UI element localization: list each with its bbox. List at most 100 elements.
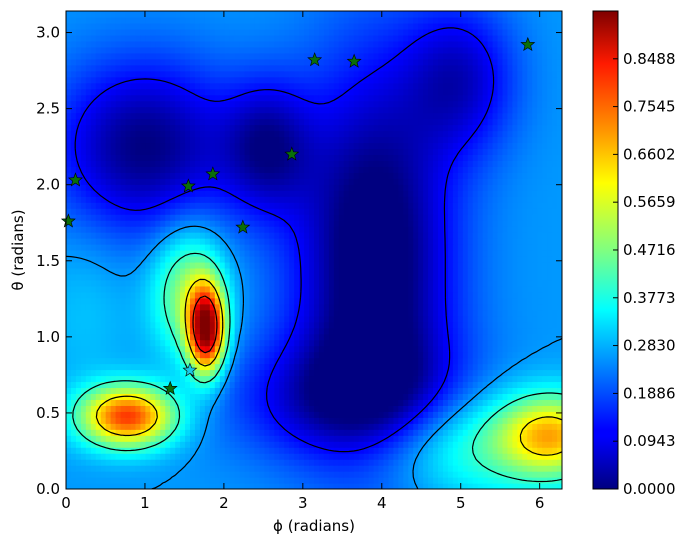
heatmap-cell	[234, 435, 241, 442]
heatmap-cell	[234, 399, 241, 406]
heatmap-cell	[442, 238, 449, 245]
heatmap-cell	[383, 255, 389, 263]
heatmap-cell	[289, 279, 295, 287]
heatmap-cell	[135, 327, 141, 335]
heatmap-cell	[199, 447, 206, 454]
heatmap-cell	[170, 405, 176, 412]
heatmap-cell	[438, 273, 444, 281]
heatmap-cell	[542, 279, 548, 287]
heatmap-cell	[398, 381, 404, 389]
heatmap-cell	[155, 285, 161, 293]
heatmap-cell	[194, 327, 201, 335]
heatmap-cell	[433, 202, 439, 209]
heatmap-cell	[393, 327, 399, 335]
heatmap-cell	[120, 279, 127, 287]
heatmap-cell	[224, 250, 231, 257]
heatmap-cell	[259, 244, 265, 251]
heatmap-cell	[507, 273, 513, 281]
heatmap-cell	[95, 202, 102, 209]
heatmap-cell	[289, 381, 295, 389]
heatmap-cell	[279, 327, 285, 335]
heatmap-cell	[150, 190, 156, 197]
heatmap-cell	[552, 220, 558, 227]
heatmap-cell	[557, 291, 562, 299]
heatmap-cell	[333, 387, 340, 394]
heatmap-cell	[289, 453, 295, 460]
heatmap-cell	[447, 393, 454, 400]
heatmap-cell	[269, 202, 275, 209]
heatmap-cell	[284, 381, 290, 389]
heatmap-cell	[150, 333, 156, 341]
heatmap-cell	[269, 453, 275, 460]
heatmap-cell	[467, 333, 474, 341]
heatmap-cell	[502, 375, 509, 383]
heatmap-cell	[244, 465, 251, 472]
heatmap-cell	[333, 291, 340, 299]
heatmap-cell	[254, 375, 261, 383]
heatmap-cell	[497, 196, 504, 203]
heatmap-cell	[522, 327, 528, 335]
heatmap-cell	[522, 441, 528, 448]
heatmap-cell	[482, 357, 489, 365]
heatmap-cell	[487, 261, 494, 269]
heatmap-cell	[532, 190, 538, 197]
heatmap-cell	[552, 315, 558, 323]
heatmap-cell	[542, 345, 548, 353]
heatmap-cell	[358, 375, 365, 383]
heatmap-cell	[482, 238, 489, 245]
heatmap-cell	[85, 214, 92, 221]
heatmap-cell	[403, 208, 409, 215]
heatmap-cell	[66, 363, 72, 371]
heatmap-cell	[512, 208, 518, 215]
heatmap-cell	[487, 255, 494, 263]
heatmap-cell	[234, 465, 241, 472]
heatmap-cell	[264, 357, 270, 365]
heatmap-cell	[388, 309, 394, 317]
heatmap-cell	[323, 327, 330, 335]
heatmap-cell	[542, 214, 548, 221]
heatmap-cell	[333, 339, 340, 347]
heatmap-cell	[249, 285, 256, 293]
heatmap-cell	[452, 297, 459, 305]
heatmap-cell	[413, 423, 419, 430]
heatmap-cell	[100, 303, 107, 311]
heatmap-cell	[199, 261, 206, 269]
heatmap-cell	[433, 285, 439, 293]
heatmap-cell	[442, 423, 449, 430]
heatmap-cell	[204, 411, 211, 418]
heatmap-cell	[125, 381, 132, 389]
heatmap-cell	[274, 226, 280, 233]
heatmap-cell	[433, 208, 439, 215]
heatmap-cell	[80, 399, 87, 406]
heatmap-cell	[487, 339, 494, 347]
heatmap-cell	[472, 273, 479, 281]
heatmap-cell	[274, 393, 280, 400]
heatmap-cell	[333, 190, 340, 197]
heatmap-cell	[353, 471, 360, 478]
heatmap-cell	[75, 309, 82, 317]
heatmap-cell	[378, 381, 385, 389]
heatmap-cell	[140, 453, 146, 460]
heatmap-cell	[328, 375, 335, 383]
heatmap-cell	[542, 238, 548, 245]
heatmap-cell	[537, 285, 543, 293]
heatmap-cell	[442, 399, 449, 406]
heatmap-cell	[318, 327, 325, 335]
heatmap-cell	[304, 333, 310, 341]
heatmap-cell	[204, 375, 211, 383]
heatmap-cell	[428, 309, 434, 317]
heatmap-cell	[209, 220, 216, 227]
heatmap-cell	[70, 375, 77, 383]
heatmap-cell	[66, 315, 72, 323]
heatmap-cell	[90, 393, 97, 400]
heatmap-cell	[110, 315, 117, 323]
heatmap-cell	[373, 417, 380, 424]
heatmap-cell	[378, 273, 385, 281]
heatmap-cell	[472, 214, 479, 221]
heatmap-cell	[492, 297, 499, 305]
heatmap-cell	[269, 393, 275, 400]
heatmap-cell	[507, 477, 513, 484]
heatmap-cell	[155, 363, 161, 371]
heatmap-cell	[70, 285, 77, 293]
heatmap-cell	[418, 459, 424, 466]
